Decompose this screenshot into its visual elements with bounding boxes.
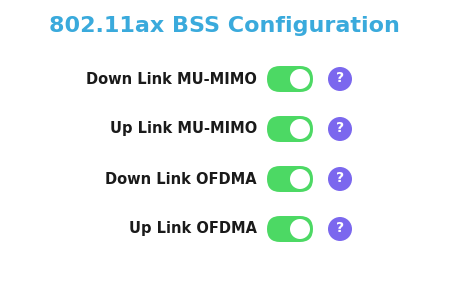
Text: Up Link OFDMA: Up Link OFDMA bbox=[129, 222, 257, 237]
FancyBboxPatch shape bbox=[267, 166, 313, 192]
Text: Down Link MU-MIMO: Down Link MU-MIMO bbox=[86, 72, 257, 86]
Circle shape bbox=[328, 167, 352, 191]
Text: 802.11ax BSS Configuration: 802.11ax BSS Configuration bbox=[48, 16, 400, 36]
FancyBboxPatch shape bbox=[267, 66, 313, 92]
Text: Down Link OFDMA: Down Link OFDMA bbox=[106, 172, 257, 187]
FancyBboxPatch shape bbox=[267, 216, 313, 242]
Circle shape bbox=[290, 169, 310, 189]
Circle shape bbox=[328, 67, 352, 91]
Circle shape bbox=[328, 217, 352, 241]
FancyBboxPatch shape bbox=[267, 116, 313, 142]
Circle shape bbox=[290, 219, 310, 239]
Circle shape bbox=[290, 69, 310, 89]
Circle shape bbox=[328, 117, 352, 141]
Circle shape bbox=[290, 119, 310, 139]
Text: ?: ? bbox=[336, 222, 344, 235]
Text: ?: ? bbox=[336, 122, 344, 135]
Text: ?: ? bbox=[336, 172, 344, 185]
Text: Up Link MU-MIMO: Up Link MU-MIMO bbox=[110, 122, 257, 136]
Text: ?: ? bbox=[336, 72, 344, 85]
